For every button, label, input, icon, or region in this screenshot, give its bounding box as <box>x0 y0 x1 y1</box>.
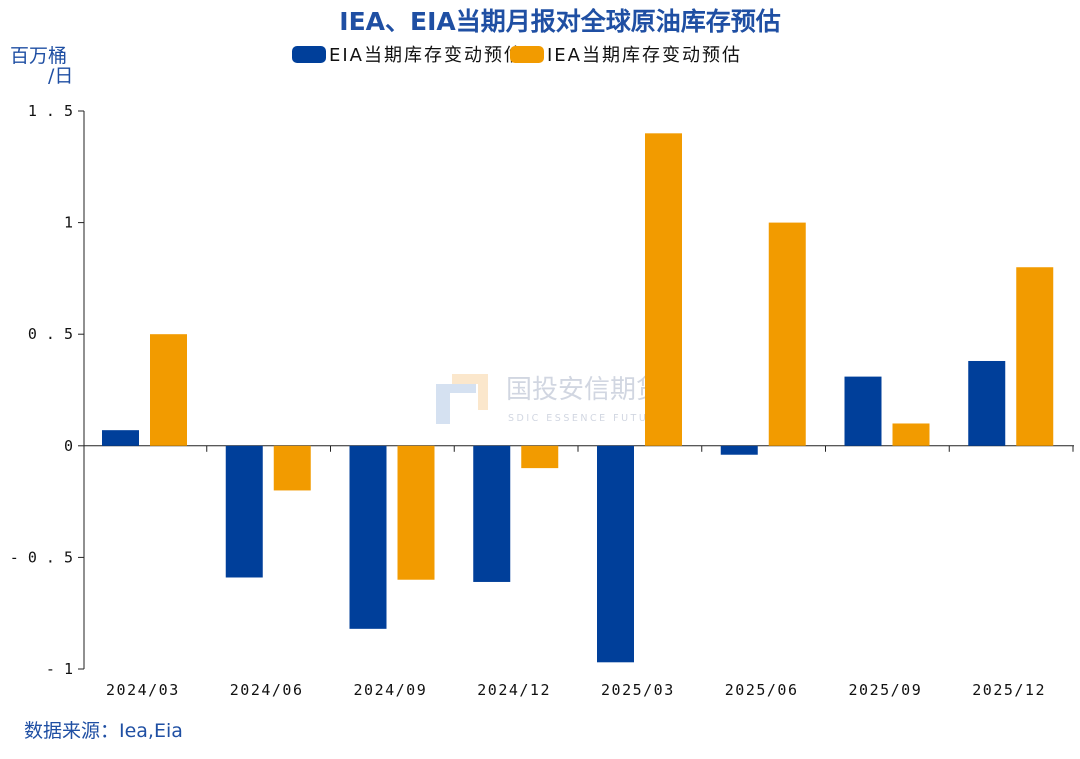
watermark: 国投安信期货 SDIC ESSENCE FUTURES <box>436 374 674 424</box>
bar-iea-2024-09 <box>397 445 435 580</box>
legend-swatch-iea <box>510 45 544 63</box>
legend-swatch-eia <box>292 45 326 63</box>
y-tick-label: - 1 <box>46 660 73 678</box>
watermark-logo-icon <box>436 384 476 424</box>
bar-eia-2025-06 <box>720 445 758 455</box>
y-tick-label: 1 <box>64 214 73 232</box>
bar-eia-2024-06 <box>225 445 263 578</box>
y-axis-unit-line1: 百万桶 <box>10 45 68 67</box>
legend-label-eia: EIA当期库存变动预估 <box>329 45 524 66</box>
legend-item-iea: IEA当期库存变动预估 <box>510 41 742 67</box>
bar-iea-2025-06 <box>768 222 806 446</box>
x-tick-label: 2025/06 <box>725 681 799 699</box>
x-tick-label: 2024/09 <box>354 681 428 699</box>
x-tick-label: 2024/03 <box>106 681 180 699</box>
bar-eia-2025-03 <box>597 445 634 663</box>
y-tick-label: 0 . 5 <box>28 325 73 343</box>
x-tick-label: 2024/12 <box>477 681 551 699</box>
legend: EIA当期库存变动预估 IEA当期库存变动预估 <box>292 41 742 67</box>
bar-iea-2025-12 <box>1016 267 1054 446</box>
chart-title: IEA、EIA当期月报对全球原油库存预估 <box>339 7 781 36</box>
bar-iea-2024-12 <box>521 445 559 469</box>
watermark-subtext: SDIC ESSENCE FUTURES <box>508 413 674 424</box>
bar-eia-2024-12 <box>473 445 511 582</box>
bar-eia-2024-09 <box>349 445 387 629</box>
source-note: 数据来源：Iea,Eia <box>24 720 183 742</box>
x-tick-label: 2025/09 <box>849 681 923 699</box>
bar-iea-2024-06 <box>273 445 311 491</box>
y-axis-unit-line2: /日 <box>48 65 74 87</box>
x-tick-label: 2025/03 <box>601 681 675 699</box>
legend-label-iea: IEA当期库存变动预估 <box>547 45 742 66</box>
bar-iea-2024-03 <box>150 334 187 446</box>
bar-iea-2025-09 <box>892 423 930 446</box>
legend-item-eia: EIA当期库存变动预估 <box>292 41 524 67</box>
y-axis-unit: 百万桶 /日 <box>10 46 90 86</box>
x-tick-label: 2025/12 <box>972 681 1046 699</box>
y-tick-label: 1 . 5 <box>28 102 73 120</box>
bar-iea-2025-03 <box>645 133 682 446</box>
y-tick-label: - 0 . 5 <box>10 548 73 566</box>
x-tick-label: 2024/06 <box>230 681 304 699</box>
bar-eia-2025-12 <box>968 360 1006 446</box>
watermark-logo-orange-icon <box>452 374 488 410</box>
bar-eia-2024-03 <box>102 430 139 446</box>
watermark-text: 国投安信期货 <box>506 375 662 405</box>
y-tick-label: 0 <box>64 437 73 455</box>
bar-eia-2025-09 <box>844 376 882 446</box>
